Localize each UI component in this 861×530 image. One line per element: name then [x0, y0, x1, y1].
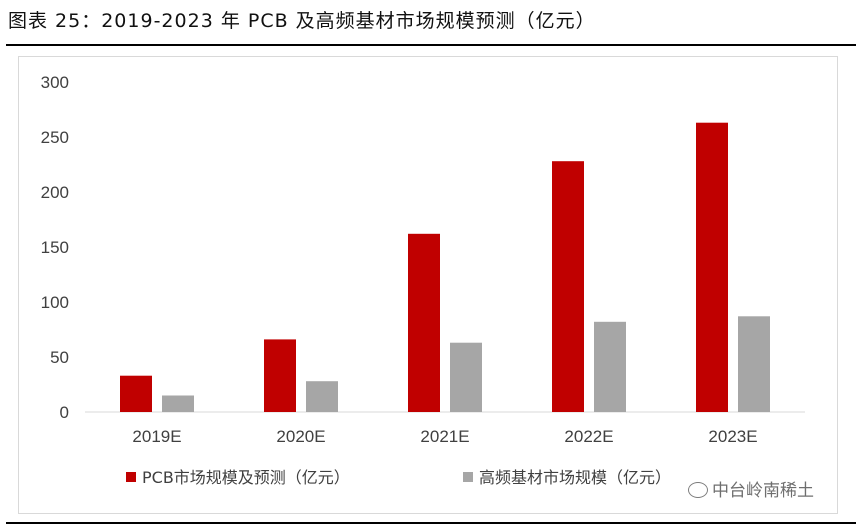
y-tick-label: 50 [50, 348, 69, 367]
bar-high-frequency-2020E [306, 381, 338, 412]
x-tick-label: 2023E [708, 427, 757, 446]
watermark-text: 中台岭南稀土 [712, 481, 814, 501]
wechat-icon [688, 482, 708, 498]
x-axis: 2019E 2020E 2021E 2022E 2023E [132, 427, 757, 446]
legend-swatch [463, 472, 473, 482]
y-tick-label: 300 [41, 73, 69, 92]
bar-pcb-2021E [408, 233, 440, 412]
legend-label: 高频基材市场规模（亿元） [479, 468, 671, 487]
y-axis: 0 50 100 150 200 250 300 [41, 73, 69, 422]
bar-pcb-2022E [552, 161, 584, 412]
bar-high-frequency-2019E [162, 395, 194, 412]
x-tick-label: 2019E [132, 427, 181, 446]
bar-high-frequency-2023E [738, 316, 770, 412]
legend: PCB市场规模及预测（亿元） 高频基材市场规模（亿元） [126, 468, 671, 487]
y-tick-label: 100 [41, 293, 69, 312]
figure-title: 图表 25：2019-2023 年 PCB 及高频基材市场规模预测（亿元） [8, 10, 596, 32]
x-tick-label: 2022E [564, 427, 613, 446]
watermark: 中台岭南稀土 [688, 476, 814, 501]
bar-pcb-2023E [696, 122, 728, 412]
y-tick-label: 250 [41, 128, 69, 147]
legend-swatch [126, 472, 136, 482]
bars [120, 122, 770, 412]
bar-pcb-2019E [120, 375, 152, 412]
y-tick-label: 150 [41, 238, 69, 257]
x-tick-label: 2020E [276, 427, 325, 446]
bar-pcb-2020E [264, 339, 296, 412]
bottom-rule [6, 522, 856, 524]
y-tick-label: 200 [41, 183, 69, 202]
y-tick-label: 0 [60, 403, 69, 422]
chart-frame [18, 56, 838, 514]
x-tick-label: 2021E [420, 427, 469, 446]
bar-high-frequency-2022E [594, 321, 626, 412]
title-rule [6, 44, 856, 46]
legend-label: PCB市场规模及预测（亿元） [142, 468, 350, 487]
bar-high-frequency-2021E [450, 342, 482, 412]
